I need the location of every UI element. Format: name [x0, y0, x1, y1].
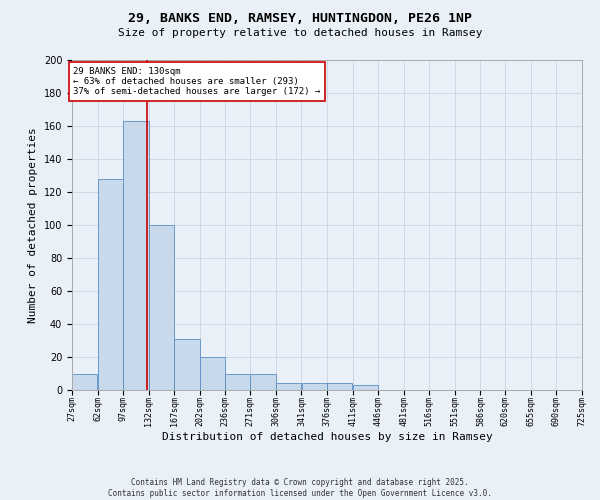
- Bar: [72, 374, 97, 390]
- Bar: [200, 357, 225, 390]
- Text: 29 BANKS END: 130sqm
← 63% of detached houses are smaller (293)
37% of semi-deta: 29 BANKS END: 130sqm ← 63% of detached h…: [73, 66, 321, 96]
- Bar: [353, 385, 378, 390]
- X-axis label: Distribution of detached houses by size in Ramsey: Distribution of detached houses by size …: [161, 432, 493, 442]
- Bar: [149, 225, 174, 390]
- Bar: [302, 384, 327, 390]
- Bar: [225, 374, 250, 390]
- Bar: [124, 121, 149, 390]
- Bar: [250, 374, 275, 390]
- Bar: [327, 384, 352, 390]
- Bar: [276, 384, 301, 390]
- Bar: [98, 179, 123, 390]
- Y-axis label: Number of detached properties: Number of detached properties: [28, 127, 38, 323]
- Bar: [175, 339, 200, 390]
- Text: Contains HM Land Registry data © Crown copyright and database right 2025.
Contai: Contains HM Land Registry data © Crown c…: [108, 478, 492, 498]
- Text: Size of property relative to detached houses in Ramsey: Size of property relative to detached ho…: [118, 28, 482, 38]
- Text: 29, BANKS END, RAMSEY, HUNTINGDON, PE26 1NP: 29, BANKS END, RAMSEY, HUNTINGDON, PE26 …: [128, 12, 472, 26]
